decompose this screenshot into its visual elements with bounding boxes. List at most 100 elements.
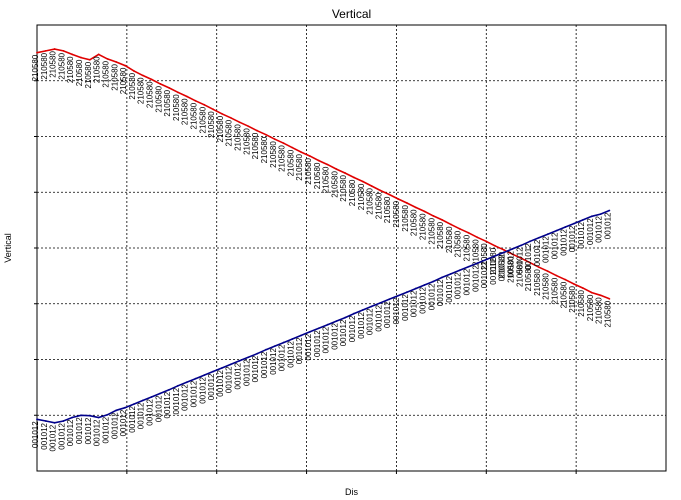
data-point-label: 001012: [146, 398, 155, 425]
data-point-label: 210580: [498, 251, 507, 278]
data-point: [582, 219, 584, 221]
data-point: [256, 129, 259, 132]
data-point: [441, 276, 443, 279]
data-point: [344, 172, 347, 174]
data-point: [476, 236, 479, 239]
data-point-label: 001012: [225, 366, 234, 393]
data-point: [414, 287, 417, 290]
data-point: [317, 327, 320, 330]
data-point-label: 001012: [392, 297, 401, 324]
data-point-label: 210580: [489, 247, 498, 274]
data-point-label: 210580: [357, 183, 366, 210]
data-point: [449, 223, 452, 226]
data-point: [405, 291, 408, 294]
data-point: [538, 266, 540, 269]
data-point-label: 001012: [551, 232, 560, 259]
data-point: [423, 284, 426, 286]
data-point-label: 210580: [568, 286, 577, 313]
data-point: [115, 61, 118, 63]
data-point-label: 210580: [348, 179, 357, 206]
data-point: [80, 56, 82, 59]
data-point: [185, 381, 188, 384]
data-point: [88, 58, 91, 61]
data-point-label: 210580: [84, 61, 93, 88]
data-point: [555, 229, 558, 232]
data-point-label: 001012: [471, 265, 480, 292]
series-1: 210580 210580 210580 210580 210580 210580 2105…: [31, 48, 612, 328]
data-point-label: 210580: [251, 132, 260, 159]
data-point: [538, 236, 540, 239]
data-point-label: 001012: [498, 254, 507, 281]
data-point-label: 001012: [269, 348, 278, 375]
data-point: [502, 248, 505, 251]
data-point-label: 210580: [242, 128, 251, 155]
data-point: [309, 330, 311, 333]
data-point: [124, 64, 126, 67]
data-point: [221, 367, 223, 369]
data-point: [370, 185, 373, 187]
data-point-label: 210580: [57, 52, 66, 79]
data-point-label: 001012: [119, 409, 128, 436]
data-point: [291, 338, 294, 340]
data-point-label: 210580: [507, 256, 516, 283]
data-point-label: 210580: [559, 281, 568, 308]
data-point-label: 210580: [480, 243, 489, 270]
data-point-label: 001012: [242, 359, 251, 386]
data-point-label: 210580: [207, 111, 216, 138]
data-point-label: 001012: [101, 416, 110, 443]
data-point: [53, 421, 56, 424]
data-point: [529, 240, 532, 243]
data-point: [247, 125, 250, 128]
data-point: [388, 298, 391, 301]
data-point: [379, 301, 382, 304]
data-point-label: 001012: [93, 419, 102, 446]
data-point-label: 210580: [339, 175, 348, 202]
data-point-label: 001012: [559, 228, 568, 255]
data-point: [282, 341, 285, 344]
data-point: [502, 251, 505, 254]
data-point-label: 001012: [401, 294, 410, 321]
data-point-label: 001012: [577, 221, 586, 248]
data-point: [62, 420, 65, 422]
data-point-label: 001012: [445, 275, 454, 302]
data-point-label: 001012: [586, 218, 595, 245]
data-point-label: 001012: [489, 257, 498, 284]
data-point-label: 210580: [436, 221, 445, 248]
data-point-label: 001012: [595, 216, 604, 243]
data-point-label: 001012: [515, 247, 524, 274]
data-point: [141, 399, 144, 402]
data-point-label: 001012: [322, 326, 331, 353]
data-point-label: 001012: [568, 225, 577, 252]
data-point-label: 210580: [542, 273, 551, 300]
data-point: [432, 280, 435, 283]
data-point: [159, 82, 162, 85]
data-point-label: 001012: [286, 340, 295, 367]
data-point: [62, 49, 65, 52]
data-point: [361, 180, 364, 183]
data-point-label: 001012: [374, 304, 383, 331]
data-point-label: 210580: [577, 290, 586, 317]
data-point: [265, 133, 267, 136]
data-point-label: 001012: [507, 250, 516, 277]
data-point: [159, 392, 162, 395]
data-point-label: 210580: [269, 141, 278, 168]
data-point: [405, 202, 408, 204]
data-point-label: 210580: [454, 230, 463, 257]
data-point-label: 001012: [154, 395, 163, 422]
series-line: [36, 209, 610, 424]
data-point-label: 210580: [234, 124, 243, 151]
data-point-label: 210580: [110, 63, 119, 90]
data-point: [361, 309, 364, 311]
data-point: [194, 377, 197, 380]
data-point-label: 210580: [595, 297, 604, 324]
data-point-label: 210580: [374, 192, 383, 219]
data-point: [590, 215, 593, 218]
data-point: [106, 413, 109, 416]
data-point: [300, 151, 303, 154]
data-point-label: 001012: [313, 330, 322, 357]
data-point: [441, 219, 443, 221]
data-point: [212, 108, 215, 111]
data-point-label: 001012: [524, 243, 533, 270]
data-point-label: 210580: [137, 77, 146, 104]
data-point-label: 210580: [392, 200, 401, 227]
